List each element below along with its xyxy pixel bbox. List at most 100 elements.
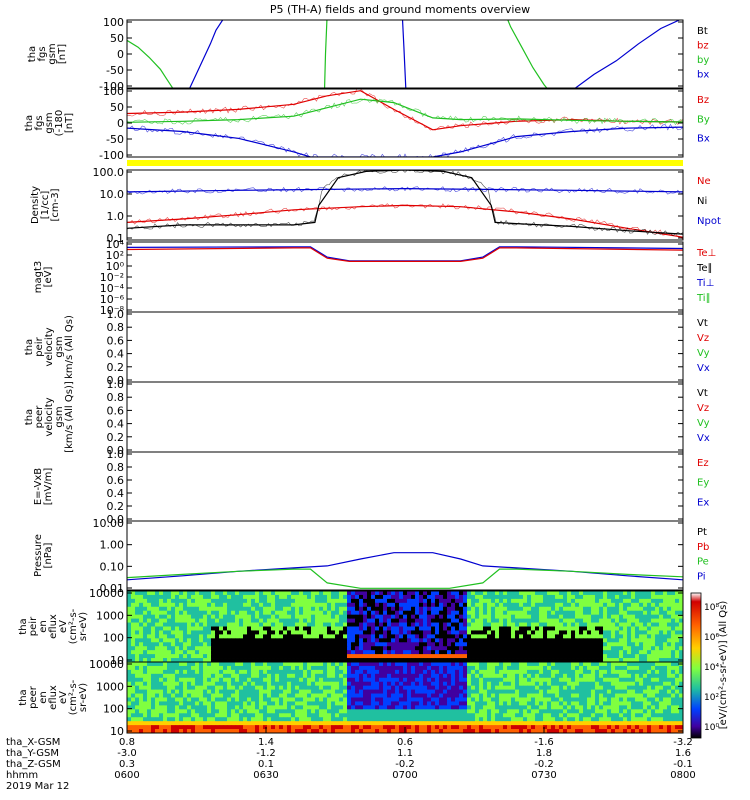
spectrogram-cell xyxy=(351,591,356,596)
spectrogram-cell xyxy=(539,626,544,631)
spectrogram-cell xyxy=(255,709,260,714)
spectrogram-cell xyxy=(299,685,304,691)
spectrogram-cell xyxy=(499,610,504,616)
spectrogram-cell xyxy=(455,614,460,620)
spectrogram-cell xyxy=(331,610,336,616)
spectrogram-cell xyxy=(131,721,136,726)
spectrogram-cell xyxy=(603,685,608,691)
spectrogram-cell xyxy=(571,685,576,691)
spectrogram-cell xyxy=(239,598,244,604)
spectrogram-cell xyxy=(203,646,208,651)
spectrogram-cell xyxy=(135,634,140,639)
panel-frame xyxy=(126,311,684,383)
spectrogram-cell xyxy=(659,658,664,663)
spectrogram-cell xyxy=(571,591,576,596)
spectrogram-cell xyxy=(675,591,680,596)
ylabel-line: gsm xyxy=(54,336,65,357)
spectrogram-cell xyxy=(479,681,484,687)
spectrogram-cell xyxy=(595,654,600,659)
spectrogram-cell xyxy=(431,654,436,659)
spectrogram-cell xyxy=(623,705,628,710)
spectrogram-cell xyxy=(127,685,132,691)
spectrogram-cell xyxy=(363,591,368,596)
spectrogram-cell xyxy=(131,646,136,651)
spectrogram-cell xyxy=(191,681,196,687)
spectrogram-cell xyxy=(643,721,648,726)
spectrogram-cell xyxy=(359,594,364,600)
spectrogram-cell xyxy=(179,630,184,635)
spectrogram-cell xyxy=(355,650,360,655)
spectrogram-cell xyxy=(451,665,456,671)
spectrogram-cell xyxy=(407,658,412,663)
spectrogram-cell xyxy=(623,594,628,600)
spectrogram-cell xyxy=(563,662,568,667)
spectrogram-cell xyxy=(623,658,628,663)
spectrogram-cell xyxy=(271,610,276,616)
spectrogram-cell xyxy=(343,669,348,675)
spectrogram-cell xyxy=(615,701,620,706)
spectrogram-cell xyxy=(463,669,468,675)
spectrogram-cell xyxy=(459,693,464,698)
spectrogram-cell xyxy=(271,673,276,679)
spectrogram-cell xyxy=(191,622,196,627)
panel-frame xyxy=(126,381,684,453)
spectrogram-cell xyxy=(271,705,276,710)
spectrogram-cell xyxy=(599,669,604,675)
spectrogram-cell xyxy=(543,614,548,620)
spectrogram-cell xyxy=(207,654,212,659)
spectrogram-cell xyxy=(227,654,232,659)
spectrogram-cell xyxy=(167,626,172,631)
spectrogram-cell xyxy=(235,591,240,596)
spectrogram-cell xyxy=(503,701,508,706)
spectrogram-cell xyxy=(483,662,488,667)
spectrogram-cell xyxy=(495,614,500,620)
spectrogram-cell xyxy=(287,614,292,620)
spectrogram-cell xyxy=(259,618,264,623)
spectrogram-cell xyxy=(283,709,288,714)
spectrogram-cell xyxy=(351,677,356,683)
spectrogram-cell xyxy=(195,693,200,698)
spectrogram-cell xyxy=(471,602,476,608)
spectrogram-cell xyxy=(175,626,180,631)
spectrogram-cell xyxy=(471,693,476,698)
spectrogram-cell xyxy=(311,642,316,647)
spectrogram-cell xyxy=(171,602,176,608)
spectrogram-cell xyxy=(331,701,336,706)
spectrogram-cell xyxy=(399,598,404,604)
spectrogram-cell xyxy=(615,677,620,683)
spectrogram-cell xyxy=(279,705,284,710)
spectrogram-cell xyxy=(243,642,248,647)
spectrogram-cell xyxy=(419,713,424,718)
spectrogram-cell xyxy=(183,721,188,726)
spectrogram-cell xyxy=(395,650,400,655)
ytick-label: 10⁻⁴ xyxy=(100,282,125,295)
spectrogram-cell xyxy=(203,681,208,687)
spectrogram-cell xyxy=(491,717,496,722)
spectrogram-cell xyxy=(211,602,216,608)
spectrogram-cell xyxy=(339,626,344,631)
spectrogram-cell xyxy=(367,622,372,627)
spectrogram-cell xyxy=(179,602,184,608)
spectrogram-cell xyxy=(139,662,144,667)
spectrogram-cell xyxy=(203,618,208,623)
spectrogram-cell xyxy=(587,591,592,596)
spectrogram-cell xyxy=(615,638,620,643)
spectrogram-cell xyxy=(199,618,204,623)
spectrogram-cell xyxy=(399,681,404,687)
spectrogram-cell xyxy=(127,654,132,659)
spectrogram-cell xyxy=(571,697,576,702)
spectrogram-cell xyxy=(135,713,140,718)
spectrogram-cell xyxy=(331,654,336,659)
spectrogram-cell xyxy=(575,685,580,691)
spectrogram-cell xyxy=(515,681,520,687)
spectrogram-cell xyxy=(527,685,532,691)
spectrogram-cell xyxy=(435,685,440,691)
spectrogram-cell xyxy=(627,697,632,702)
spectrogram-cell xyxy=(387,665,392,671)
spectrogram-cell xyxy=(263,689,268,694)
spectrogram-cell xyxy=(139,709,144,714)
spectrogram-cell xyxy=(251,662,256,667)
spectrogram-cell xyxy=(299,701,304,706)
spectrogram-cell xyxy=(487,665,492,671)
spectrogram-cell xyxy=(391,626,396,631)
